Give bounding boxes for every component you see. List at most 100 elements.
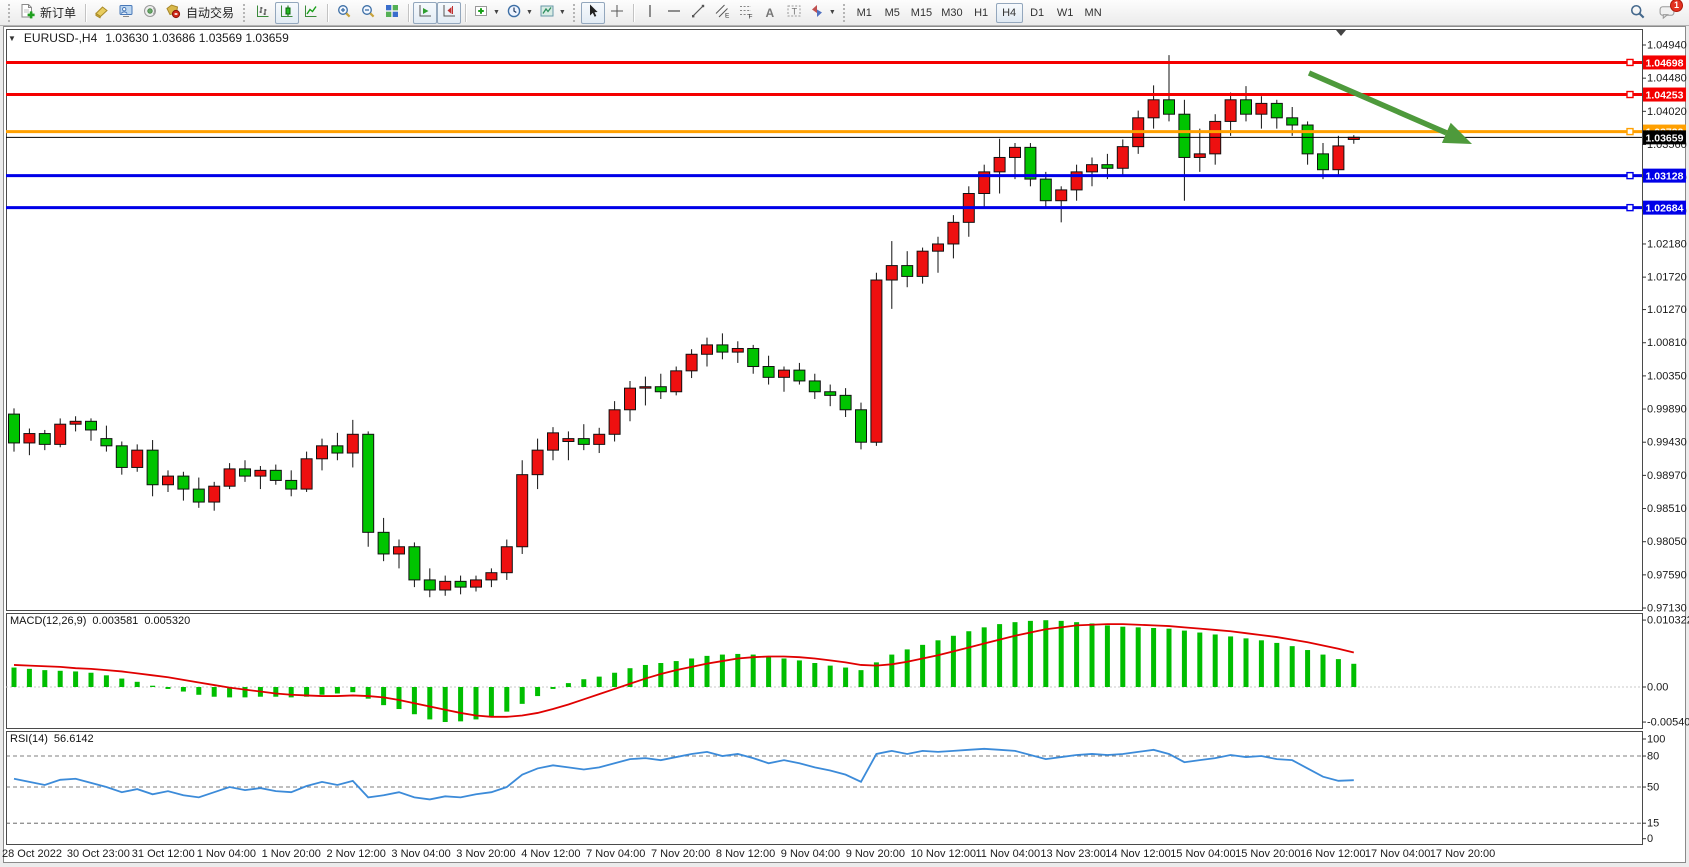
- trend-arrow-head[interactable]: [1441, 122, 1472, 144]
- toolbar-grip[interactable]: [842, 3, 847, 22]
- timeframe-button-m15[interactable]: M15: [910, 6, 933, 19]
- macd-main-value: 0.003581: [92, 615, 139, 627]
- vertical-line-tool-button[interactable]: [638, 2, 662, 24]
- toolbar-grip[interactable]: [572, 3, 577, 22]
- macd-histogram-bar: [1043, 620, 1049, 687]
- tile-windows-icon: [384, 3, 400, 22]
- new-order-button[interactable]: 新订单: [16, 2, 81, 24]
- one-click-trading-toggle-icon[interactable]: ▼: [8, 33, 16, 43]
- add-indicator-button[interactable]: ▼: [470, 2, 503, 24]
- rsi-value: 56.6142: [53, 733, 94, 745]
- level-line-handle[interactable]: [1626, 171, 1634, 180]
- timeframe-button-h1[interactable]: H1: [974, 6, 989, 19]
- candle-body: [177, 475, 190, 490]
- macd-histogram-bar: [735, 653, 741, 687]
- rsi-tick-label: 100: [1647, 734, 1665, 746]
- line-chart-icon: [303, 3, 319, 22]
- trendline-tool-button[interactable]: [686, 2, 710, 24]
- equidistant-channel-tool-button[interactable]: E: [710, 2, 734, 24]
- templates-button[interactable]: ▼: [536, 2, 569, 24]
- macd-name: MACD(12,26,9): [10, 615, 87, 627]
- periods-button[interactable]: ▼: [503, 2, 536, 24]
- chart-shift-icon: [441, 3, 457, 22]
- crosshair-icon: [609, 3, 625, 22]
- price-badge: [1643, 87, 1686, 102]
- text-label-tool-button[interactable]: T: [782, 2, 806, 24]
- notification-badge: 1: [1670, 0, 1683, 12]
- macd-histogram-bar: [381, 687, 387, 706]
- level-line-handle[interactable]: [1626, 90, 1634, 99]
- candle-body: [885, 265, 898, 281]
- price-badge: [1643, 55, 1686, 70]
- level-line-handle[interactable]: [1626, 58, 1634, 67]
- level-line-handle[interactable]: [1626, 203, 1634, 212]
- arrows-tool-button[interactable]: ▼: [806, 2, 839, 24]
- zoom-out-button[interactable]: [356, 2, 380, 24]
- candle-body: [1193, 153, 1206, 158]
- eraser-button[interactable]: [90, 2, 114, 24]
- macd-histogram-bar: [319, 687, 325, 695]
- candle-body: [531, 449, 544, 476]
- candle-body: [85, 420, 97, 431]
- chart-panel[interactable]: [6, 731, 1643, 845]
- price-badge-label: 1.03128: [1646, 171, 1684, 183]
- tile-windows-button[interactable]: [380, 2, 404, 24]
- candle-body: [285, 479, 298, 490]
- template-icon: [539, 3, 555, 22]
- timeframe-button-m1[interactable]: M1: [856, 6, 872, 19]
- line-chart-button[interactable]: [299, 2, 323, 24]
- auto-scroll-icon: [417, 3, 433, 22]
- chart-shift-button[interactable]: [437, 1, 462, 24]
- macd-histogram-bar: [781, 658, 787, 687]
- price-tick-label: 1.01720: [1647, 272, 1687, 284]
- level-line-handle[interactable]: [1626, 127, 1634, 136]
- timeframe-button-h4[interactable]: H4: [995, 2, 1023, 23]
- toolbar-grip[interactable]: [8, 3, 12, 22]
- macd-histogram-bar: [1351, 663, 1357, 687]
- macd-histogram-bar: [935, 640, 941, 687]
- timeframe-button-m5[interactable]: M5: [884, 6, 900, 19]
- cursor-button[interactable]: [580, 1, 605, 24]
- timeframe-button-w1[interactable]: W1: [1056, 6, 1074, 19]
- macd-histogram-bar: [73, 671, 79, 687]
- timeframe-button-d1[interactable]: D1: [1030, 6, 1045, 19]
- bar-chart-button[interactable]: [251, 2, 275, 24]
- horizontal-line-tool-button[interactable]: [662, 2, 686, 24]
- candle-body: [793, 369, 806, 382]
- chart-panel[interactable]: [6, 29, 1643, 611]
- candle-body: [978, 171, 991, 195]
- date-tick-label: 7 Nov 04:00: [586, 848, 645, 860]
- candlestick-chart-button[interactable]: [275, 1, 300, 24]
- macd-histogram-bar: [658, 663, 664, 687]
- timeframe-button-m30[interactable]: M30: [941, 6, 963, 19]
- trend-arrow-annotation[interactable]: [1307, 70, 1448, 136]
- autotrading-button[interactable]: 自动交易: [162, 2, 239, 24]
- text-tool-button[interactable]: A: [758, 2, 782, 24]
- chart-panel[interactable]: [6, 613, 1643, 729]
- macd-histogram-bar: [334, 687, 340, 694]
- crosshair-button[interactable]: [605, 2, 629, 24]
- chart-shift-marker[interactable]: [1336, 30, 1346, 36]
- macd-histogram-bar: [273, 687, 279, 697]
- zoom-in-button[interactable]: [332, 2, 356, 24]
- timeframe-button-mn[interactable]: MN: [1084, 6, 1102, 19]
- macd-histogram-bar: [365, 687, 371, 699]
- sound-button[interactable]: [138, 2, 162, 24]
- toolbar-grip[interactable]: [243, 3, 247, 22]
- fibonacci-tool-button[interactable]: F: [734, 2, 758, 24]
- metaeditor-button[interactable]: [114, 2, 138, 24]
- candle-body: [454, 580, 467, 588]
- auto-scroll-button[interactable]: [413, 1, 438, 24]
- metaeditor-icon: [118, 3, 134, 22]
- price-tick-label: 0.98050: [1647, 536, 1687, 548]
- chat-button[interactable]: 1: [1655, 0, 1683, 24]
- text-tool-icon: A: [765, 5, 775, 20]
- macd-histogram-bar: [766, 656, 772, 687]
- macd-histogram-bar: [1258, 640, 1264, 687]
- candle-body: [500, 546, 513, 574]
- macd-histogram-bar: [1274, 642, 1280, 687]
- macd-histogram-bar: [1320, 654, 1326, 687]
- date-tick-label: 8 Nov 12:00: [716, 848, 775, 860]
- search-button[interactable]: [1625, 2, 1649, 24]
